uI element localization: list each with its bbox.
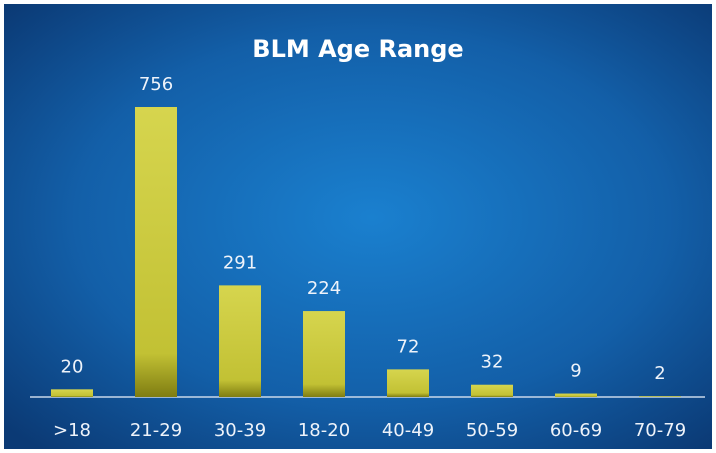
bar xyxy=(51,389,93,397)
bar xyxy=(471,384,513,397)
x-tick-label: 70-79 xyxy=(634,420,686,441)
x-tick-label: 30-39 xyxy=(214,420,266,441)
value-label: 20 xyxy=(61,356,84,377)
value-label: 9 xyxy=(570,361,581,382)
value-label: 224 xyxy=(307,278,341,299)
bar xyxy=(135,107,177,397)
bar xyxy=(555,393,597,397)
x-tick-label: 21-29 xyxy=(130,420,182,441)
value-label: 32 xyxy=(481,352,504,373)
value-label: 2 xyxy=(654,363,665,384)
value-label: 756 xyxy=(139,74,173,95)
x-tick-label: 40-49 xyxy=(382,420,434,441)
value-label: 72 xyxy=(397,336,420,357)
chart-title: BLM Age Range xyxy=(252,35,463,63)
x-tick-label: 18-20 xyxy=(298,420,350,441)
x-tick-label: 60-69 xyxy=(550,420,602,441)
x-tick-label: 50-59 xyxy=(466,420,518,441)
background xyxy=(4,4,712,449)
bar xyxy=(639,396,681,397)
value-label: 291 xyxy=(223,252,257,273)
bar xyxy=(219,285,261,397)
bar xyxy=(387,369,429,397)
bar xyxy=(303,311,345,397)
x-tick-label: >18 xyxy=(53,420,91,441)
